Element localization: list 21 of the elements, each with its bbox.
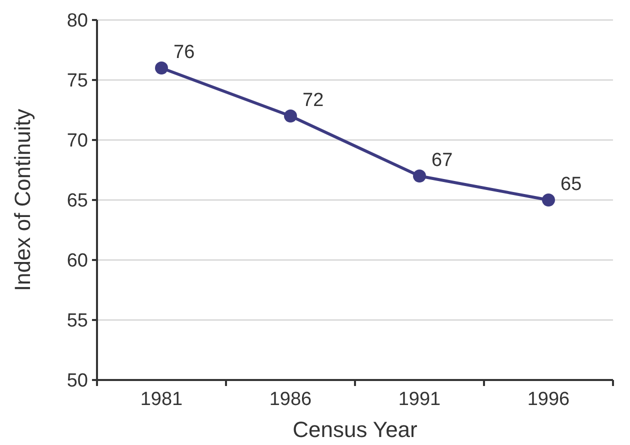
- y-tick-label: 55: [66, 310, 88, 332]
- x-tick-label: 1996: [527, 389, 570, 410]
- y-tick-label: 60: [66, 250, 88, 272]
- x-tick-label: 1981: [140, 389, 183, 410]
- data-label: 72: [302, 90, 324, 111]
- data-label: 65: [560, 174, 582, 195]
- y-axis-title: Index of Continuity: [10, 108, 35, 292]
- point: [413, 170, 426, 182]
- point: [155, 62, 168, 74]
- data-label: 67: [432, 150, 453, 171]
- point: [542, 194, 555, 206]
- x-tick-label: 1991: [398, 389, 441, 410]
- y-tick-label: 75: [66, 70, 88, 92]
- y-tick-label: 70: [66, 130, 88, 152]
- x-tick-label: 1986: [269, 389, 312, 410]
- x-axis-title: Census Year: [292, 417, 418, 442]
- y-tick-label: 80: [66, 10, 88, 32]
- y-tick-label: 65: [66, 190, 88, 212]
- y-tick-label: 50: [66, 370, 88, 392]
- point: [284, 110, 297, 122]
- data-label: 76: [174, 42, 195, 63]
